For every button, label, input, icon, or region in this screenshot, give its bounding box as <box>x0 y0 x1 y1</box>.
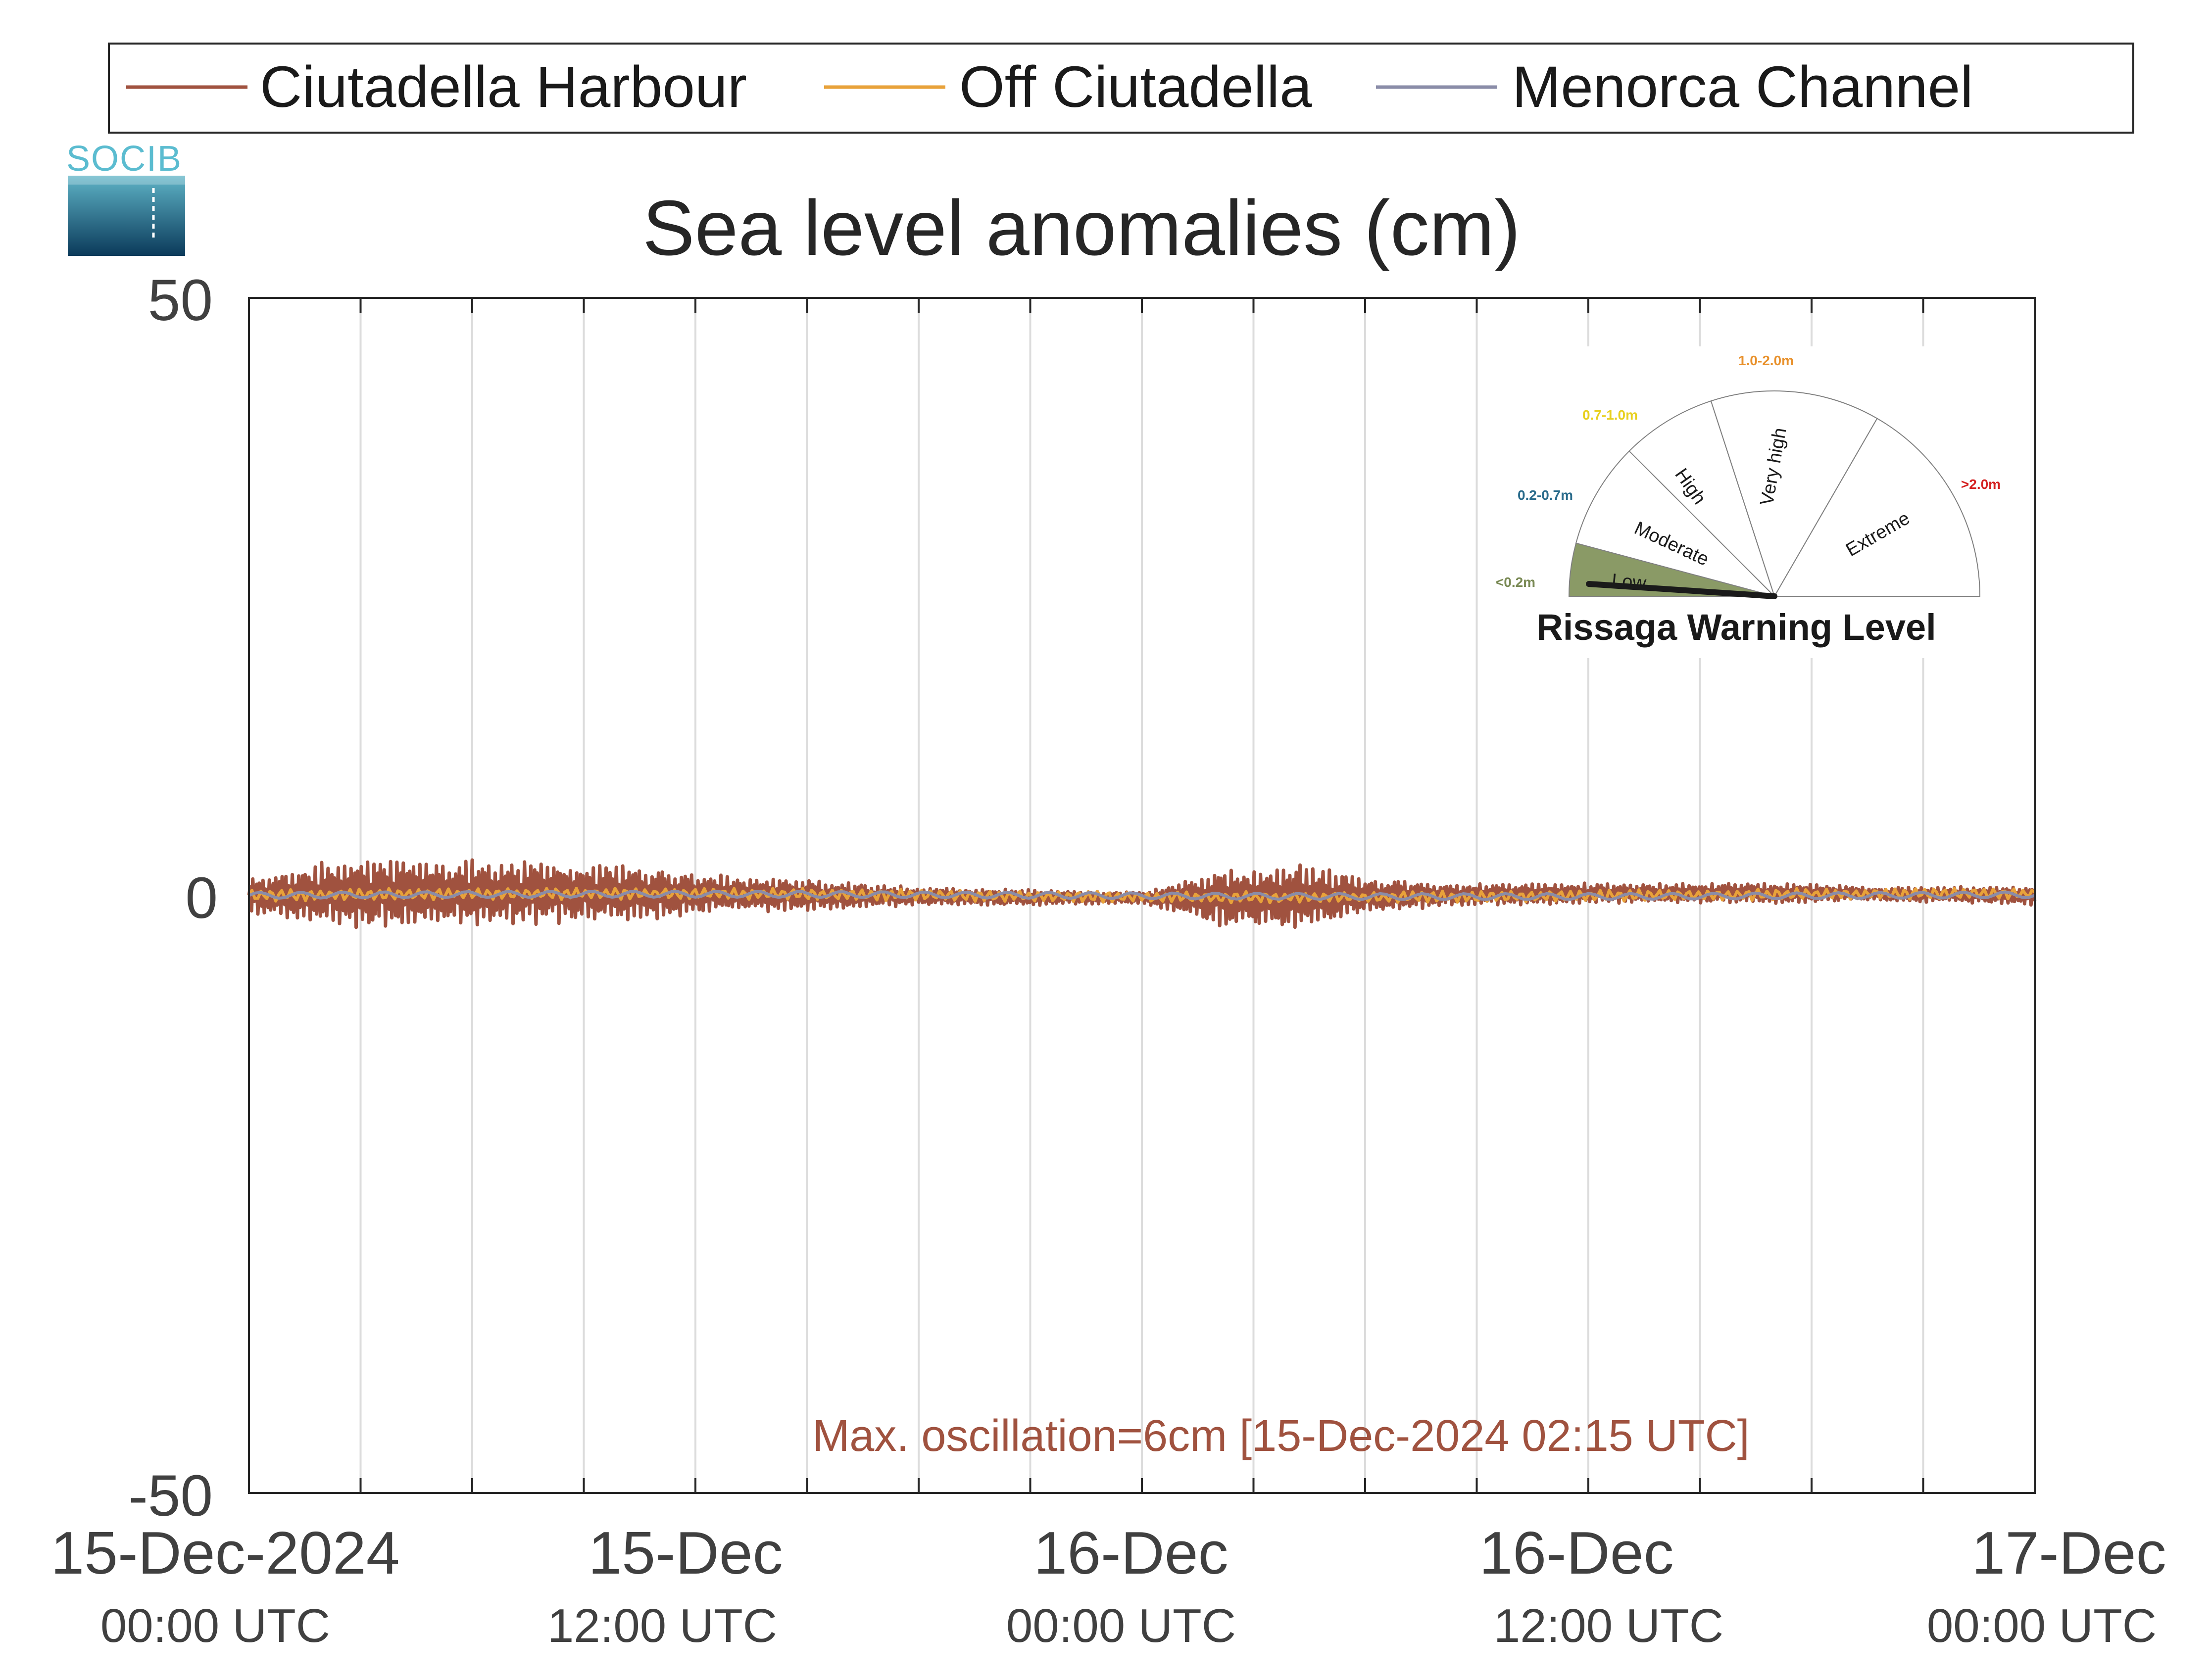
gauge-range-extreme: >2.0m <box>1961 477 2001 492</box>
socib-logo: SOCIB <box>66 139 185 256</box>
y-tick-label: 50 <box>148 268 213 333</box>
gauge-segment-high <box>1628 400 1775 597</box>
y-tick-label: -50 <box>128 1463 213 1529</box>
x-tick-date: 16-Dec <box>1033 1519 1228 1586</box>
x-tick-time: 00:00 UTC <box>100 1599 330 1652</box>
x-tick-time: 12:00 UTC <box>547 1599 777 1652</box>
x-tick-time: 12:00 UTC <box>1494 1599 1723 1652</box>
gauge-segment-moderate <box>1575 450 1776 597</box>
gauge-needle <box>1586 581 1777 599</box>
x-tick-date: 15-Dec <box>588 1519 783 1586</box>
legend: Ciutadella Harbour Off Ciutadella Menorc… <box>108 43 2134 134</box>
x-axis <box>248 298 2036 1493</box>
legend-box <box>108 43 2134 134</box>
gauge-range-very-high: 1.0-2.0m <box>1738 353 1794 368</box>
x-tick-date: 16-Dec <box>1479 1519 1673 1586</box>
gauge-range-moderate: 0.2-0.7m <box>1518 487 1573 503</box>
x-tick-time: 00:00 UTC <box>1927 1599 2157 1652</box>
x-tick-time: 00:00 UTC <box>1006 1599 1236 1652</box>
gauge-segments <box>1568 390 1981 598</box>
data-series <box>247 858 2037 929</box>
gauge-range-high: 0.7-1.0m <box>1582 407 1638 423</box>
rissaga-warning-gauge: <0.2m 0.2-0.7m 0.7-1.0m 1.0-2.0m >2.0m L… <box>1480 346 2014 658</box>
gauge-title: Rissaga Warning Level <box>1536 607 1936 648</box>
series-line-menorca-channel <box>248 890 2036 901</box>
socib-logo-block <box>68 176 185 256</box>
chart-title: Sea level anomalies (cm) <box>642 185 1521 272</box>
legend-label-ciutadella-harbour: Ciutadella Harbour <box>260 54 747 120</box>
gauge-range-low: <0.2m <box>1496 575 1535 590</box>
max-oscillation-annotation: Max. oscillation=6cm [15-Dec-2024 02:15 … <box>812 1411 1749 1461</box>
x-tick-date: 17-Dec <box>1971 1519 2166 1586</box>
x-tick-labels: 15-Dec-2024 00:00 UTC 15-Dec 12:00 UTC 1… <box>50 1519 2166 1652</box>
legend-label-menorca-channel: Menorca Channel <box>1512 54 1973 120</box>
x-tick-date: 15-Dec-2024 <box>50 1519 399 1586</box>
legend-label-off-ciutadella: Off Ciutadella <box>959 54 1312 120</box>
y-axis: 50 0 -50 <box>128 268 218 1529</box>
gauge-label-low: Low <box>1611 570 1647 594</box>
socib-logo-text: SOCIB <box>66 139 182 179</box>
gauge-segment-extreme <box>1773 418 1981 597</box>
series-line-off-ciutadella <box>247 887 2036 905</box>
gauge-segment-very-high <box>1710 390 1878 598</box>
y-tick-label: 0 <box>185 865 218 931</box>
